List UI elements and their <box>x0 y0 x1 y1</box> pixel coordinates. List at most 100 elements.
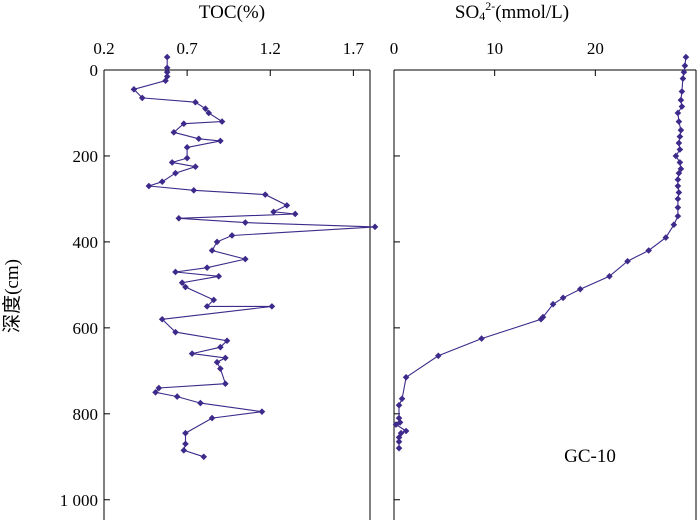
toc-data-point <box>208 247 216 254</box>
toc-data-point <box>155 384 163 392</box>
so4-x-tick-label: 20 <box>587 39 604 58</box>
so4-data-point <box>645 247 652 254</box>
so4-data-point <box>677 96 685 104</box>
so4-data-point <box>662 234 670 241</box>
toc-data-point <box>182 440 189 448</box>
so4-data-point <box>402 373 410 381</box>
toc-data-point <box>158 315 166 323</box>
toc-data-point <box>173 393 181 400</box>
toc-data-point <box>258 408 266 415</box>
so4-data-point <box>395 414 403 422</box>
so4-data-point <box>678 88 686 95</box>
toc-data-point <box>180 447 188 454</box>
toc-data-point <box>188 350 196 357</box>
so4-data-point <box>576 285 584 293</box>
toc-data-point <box>163 73 171 80</box>
toc-data-point <box>242 219 249 226</box>
toc-data-point <box>152 389 159 396</box>
so4-data-point <box>549 300 557 308</box>
toc-data-point <box>180 120 188 128</box>
toc-data-point <box>261 191 269 198</box>
so4-data-point <box>681 62 689 70</box>
so4-data-point <box>478 335 485 342</box>
so4-data-point <box>675 118 683 125</box>
toc-data-point <box>268 303 276 310</box>
toc-data-point <box>145 182 153 190</box>
toc-data-point <box>223 337 231 345</box>
toc-data-point <box>183 144 191 151</box>
toc-data-point <box>182 429 189 437</box>
so4-data-point <box>398 395 406 403</box>
so4-data-point <box>434 352 442 360</box>
so4-data-point <box>402 427 410 435</box>
toc-x-tick-label: 0.7 <box>177 39 199 58</box>
so4-data-point <box>395 438 403 446</box>
so4-data-point <box>395 434 403 441</box>
toc-data-point <box>202 105 209 112</box>
toc-data-point <box>200 453 208 461</box>
y-tick-label: 200 <box>73 147 99 166</box>
y-tick-label: 1 000 <box>60 491 98 510</box>
y-tick-label: 800 <box>73 405 99 424</box>
so4-data-point <box>559 294 567 302</box>
toc-data-point <box>217 343 224 351</box>
so4-x-tick-label: 0 <box>390 39 399 58</box>
toc-data-point <box>172 268 179 276</box>
so4-data-point <box>674 195 682 203</box>
so4-data-point <box>624 257 631 265</box>
toc-data-point <box>222 380 229 388</box>
so4-data-point <box>680 68 688 76</box>
toc-data-point <box>203 303 211 310</box>
toc-data-point <box>172 328 179 336</box>
so4-data-point <box>675 169 683 177</box>
toc-data-point <box>217 365 224 372</box>
so4-data-point <box>674 109 682 117</box>
toc-data-point <box>205 109 213 117</box>
toc-data-point <box>192 98 199 106</box>
so4-data-point <box>395 401 403 409</box>
toc-data-point <box>168 159 176 166</box>
so4-data-point <box>396 419 404 426</box>
so4-data-point <box>679 75 687 82</box>
so4-data-point <box>672 152 680 160</box>
so4-data-point <box>676 146 684 153</box>
toc-data-point <box>213 358 221 366</box>
toc-data-point <box>195 135 203 143</box>
toc-x-tick-label: 1.2 <box>260 39 281 58</box>
toc-data-point <box>182 283 189 291</box>
toc-data-point <box>228 232 236 239</box>
toc-data-point <box>197 399 204 407</box>
toc-data-point <box>138 94 146 102</box>
toc-data-point <box>170 129 178 136</box>
so4-panel: SO42-(mmol/L) 0 10 20 GC-10 <box>390 0 697 520</box>
toc-data-point <box>242 255 249 263</box>
toc-data-point <box>178 279 186 287</box>
toc-data-point <box>190 187 198 194</box>
toc-data-point <box>222 354 229 362</box>
so4-data-point <box>675 189 683 196</box>
toc-data-point <box>192 163 199 170</box>
so4-x-tick-label: 10 <box>486 39 503 58</box>
toc-data-point <box>163 64 171 72</box>
toc-data-point <box>175 214 183 222</box>
toc-data-point <box>210 296 218 304</box>
toc-data-point <box>217 137 224 145</box>
so4-data-point <box>392 421 400 428</box>
toc-data-point <box>163 53 171 61</box>
core-label: GC-10 <box>564 446 616 467</box>
toc-title: TOC(%) <box>199 2 265 23</box>
so4-data-point <box>674 212 682 220</box>
so4-series-line <box>394 57 687 449</box>
so4-title: SO42-(mmol/L) <box>455 0 569 23</box>
toc-data-point <box>158 178 166 186</box>
so4-data-point <box>675 139 683 147</box>
so4-data-point <box>606 272 613 280</box>
so4-data-point <box>395 444 403 452</box>
toc-x-tick-label: 0.2 <box>93 39 114 58</box>
so4-data-point <box>674 182 682 190</box>
so4-data-point <box>674 176 682 183</box>
toc-data-point <box>208 414 216 422</box>
so4-data-point <box>682 53 690 61</box>
toc-data-point <box>270 208 277 216</box>
